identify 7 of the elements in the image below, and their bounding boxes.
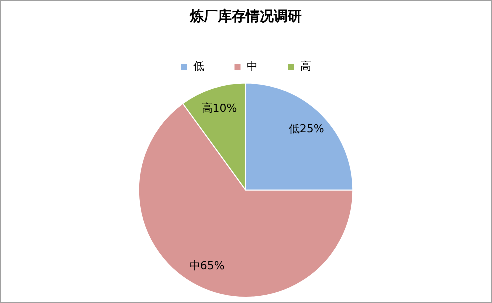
data-label: 高10% (202, 102, 238, 115)
legend-label: 高 (300, 60, 312, 74)
chart-title: 炼厂库存情况调研 (189, 8, 302, 26)
data-label: 中65% (189, 260, 225, 273)
legend-label: 中 (246, 60, 258, 74)
data-label: 低25% (288, 122, 324, 136)
legend-label: 低 (193, 60, 204, 74)
